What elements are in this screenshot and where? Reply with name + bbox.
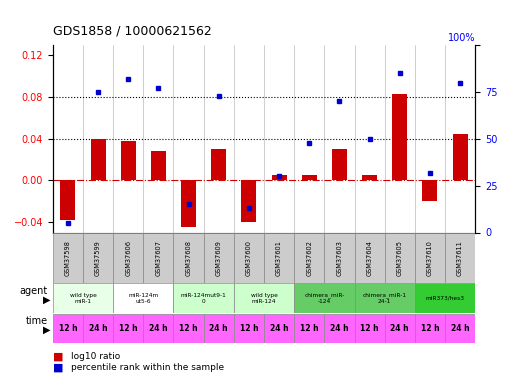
- Bar: [385, 314, 415, 343]
- Text: 24 h: 24 h: [149, 324, 168, 333]
- Text: 12 h: 12 h: [300, 324, 318, 333]
- Text: 24 h: 24 h: [210, 324, 228, 333]
- Text: 24 h: 24 h: [391, 324, 409, 333]
- Bar: [234, 232, 264, 283]
- Bar: [53, 314, 83, 343]
- Text: 100%: 100%: [448, 33, 475, 43]
- Text: miR-124mut9-1
0: miR-124mut9-1 0: [181, 293, 227, 303]
- Text: 12 h: 12 h: [360, 324, 379, 333]
- Bar: [445, 314, 475, 343]
- Text: wild type
miR-124: wild type miR-124: [251, 293, 277, 303]
- Text: GSM37605: GSM37605: [397, 240, 403, 276]
- Bar: [324, 232, 354, 283]
- Text: miR-124m
ut5-6: miR-124m ut5-6: [128, 293, 158, 303]
- Bar: [294, 283, 354, 313]
- Bar: [211, 149, 227, 180]
- Text: GSM37609: GSM37609: [216, 240, 222, 276]
- Bar: [294, 232, 324, 283]
- Text: 24 h: 24 h: [270, 324, 288, 333]
- Bar: [83, 314, 113, 343]
- Text: 12 h: 12 h: [240, 324, 258, 333]
- Text: 24 h: 24 h: [330, 324, 348, 333]
- Bar: [174, 283, 234, 313]
- Text: ■: ■: [53, 351, 63, 361]
- Bar: [181, 180, 196, 227]
- Text: GSM37607: GSM37607: [155, 240, 162, 276]
- Text: GSM37601: GSM37601: [276, 240, 282, 276]
- Text: GSM37610: GSM37610: [427, 240, 433, 276]
- Bar: [271, 175, 287, 180]
- Bar: [174, 232, 204, 283]
- Text: chimera_miR-1
24-1: chimera_miR-1 24-1: [363, 292, 407, 304]
- Text: time: time: [25, 316, 48, 326]
- Bar: [143, 314, 174, 343]
- Text: 24 h: 24 h: [89, 324, 107, 333]
- Bar: [241, 180, 257, 222]
- Bar: [143, 232, 174, 283]
- Bar: [324, 314, 354, 343]
- Bar: [415, 283, 475, 313]
- Bar: [264, 232, 294, 283]
- Text: ▶: ▶: [43, 295, 50, 304]
- Text: 12 h: 12 h: [421, 324, 439, 333]
- Text: GSM37602: GSM37602: [306, 240, 312, 276]
- Bar: [90, 139, 106, 180]
- Text: GSM37611: GSM37611: [457, 240, 463, 276]
- Bar: [392, 94, 407, 180]
- Bar: [83, 232, 113, 283]
- Text: GSM37599: GSM37599: [95, 240, 101, 276]
- Bar: [415, 232, 445, 283]
- Bar: [151, 151, 166, 180]
- Bar: [113, 314, 143, 343]
- Bar: [234, 283, 294, 313]
- Bar: [60, 180, 76, 220]
- Bar: [354, 314, 385, 343]
- Text: miR373/hes3: miR373/hes3: [426, 296, 465, 301]
- Bar: [294, 314, 324, 343]
- Text: GSM37608: GSM37608: [185, 240, 192, 276]
- Bar: [121, 141, 136, 180]
- Bar: [332, 149, 347, 180]
- Text: ▶: ▶: [43, 325, 50, 335]
- Bar: [264, 314, 294, 343]
- Text: wild type
miR-1: wild type miR-1: [70, 293, 97, 303]
- Bar: [301, 175, 317, 180]
- Bar: [362, 175, 377, 180]
- Bar: [385, 232, 415, 283]
- Bar: [422, 180, 438, 201]
- Text: log10 ratio: log10 ratio: [71, 352, 120, 361]
- Bar: [354, 283, 415, 313]
- Text: 24 h: 24 h: [451, 324, 469, 333]
- Text: GSM37606: GSM37606: [125, 240, 131, 276]
- Bar: [53, 232, 83, 283]
- Text: GSM37598: GSM37598: [65, 240, 71, 276]
- Bar: [354, 232, 385, 283]
- Bar: [174, 314, 204, 343]
- Text: ■: ■: [53, 363, 63, 372]
- Bar: [415, 314, 445, 343]
- Text: GSM37604: GSM37604: [366, 240, 373, 276]
- Bar: [234, 314, 264, 343]
- Bar: [204, 314, 234, 343]
- Text: GSM37603: GSM37603: [336, 240, 343, 276]
- Text: chimera_miR-
-124: chimera_miR- -124: [304, 292, 345, 304]
- Text: GDS1858 / 10000621562: GDS1858 / 10000621562: [53, 24, 212, 38]
- Bar: [113, 232, 143, 283]
- Bar: [113, 283, 174, 313]
- Bar: [53, 283, 113, 313]
- Text: 12 h: 12 h: [59, 324, 77, 333]
- Text: percentile rank within the sample: percentile rank within the sample: [71, 363, 224, 372]
- Bar: [452, 134, 468, 180]
- Text: agent: agent: [19, 286, 48, 296]
- Bar: [445, 232, 475, 283]
- Text: 12 h: 12 h: [180, 324, 198, 333]
- Bar: [204, 232, 234, 283]
- Text: 12 h: 12 h: [119, 324, 137, 333]
- Text: GSM37600: GSM37600: [246, 240, 252, 276]
